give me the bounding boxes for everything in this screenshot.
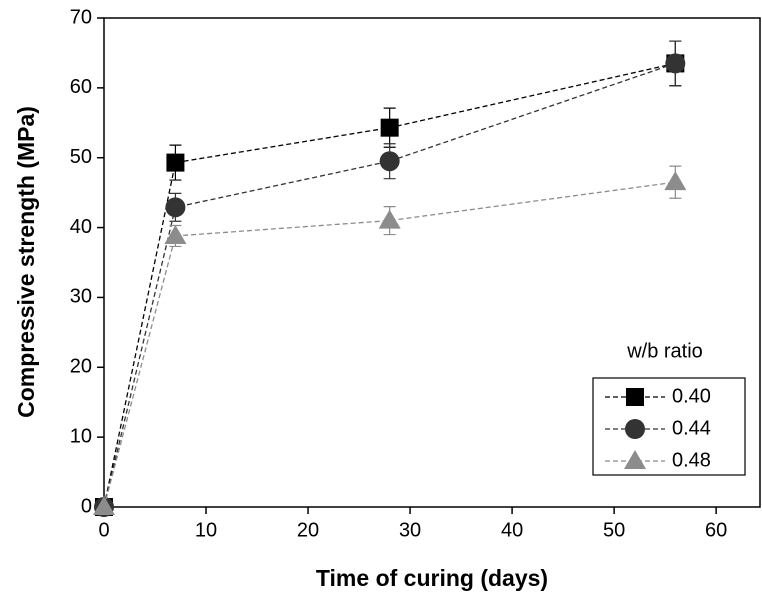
legend-label: 0.44 (672, 417, 711, 439)
x-tick-label: 50 (603, 519, 625, 541)
x-tick-label: 10 (195, 519, 217, 541)
x-tick-label: 30 (399, 519, 421, 541)
x-tick-label: 40 (501, 519, 523, 541)
y-tick-label: 70 (70, 6, 92, 28)
marker (165, 197, 186, 218)
marker (664, 171, 687, 191)
legend-marker (625, 419, 645, 439)
x-axis-label: Time of curing (days) (316, 565, 548, 591)
y-tick-label: 0 (81, 495, 92, 517)
legend-title: w/b ratio (626, 340, 703, 362)
legend-label: 0.48 (672, 449, 711, 471)
marker (378, 209, 401, 229)
marker (380, 118, 399, 137)
series-line (103, 181, 676, 508)
marker (166, 153, 185, 172)
y-tick-label: 60 (70, 76, 92, 98)
x-tick-label: 0 (98, 519, 109, 541)
legend-marker (624, 450, 646, 469)
y-tick-label: 20 (70, 356, 92, 378)
x-tick-label: 20 (297, 519, 319, 541)
y-tick-label: 50 (70, 146, 92, 168)
legend-box (592, 377, 746, 476)
y-tick-label: 40 (70, 216, 92, 238)
series-line (103, 62, 676, 508)
y-tick-label: 30 (70, 286, 92, 308)
marker (665, 53, 686, 74)
marker (164, 224, 187, 244)
legend-marker (626, 388, 644, 406)
legend-label: 0.40 (672, 385, 711, 407)
series-line (103, 62, 676, 508)
marker (93, 496, 115, 515)
x-tick-label: 60 (705, 519, 727, 541)
plot-frame (103, 17, 761, 508)
y-axis-label: Compressive strength (MPa) (13, 106, 39, 418)
y-tick-label: 10 (70, 425, 92, 447)
marker (379, 151, 400, 172)
